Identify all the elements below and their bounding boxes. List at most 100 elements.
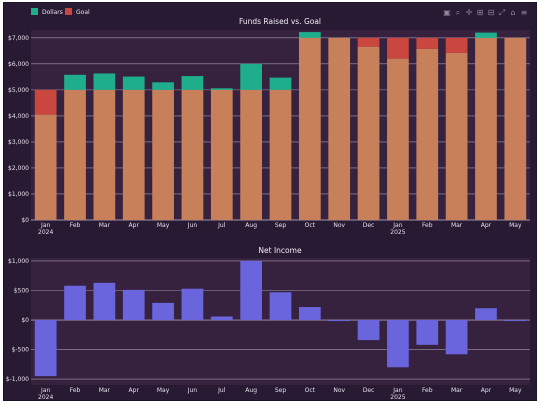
top-bar-overlap-7[interactable] [240,89,263,221]
top-bar-overlap-11[interactable] [357,46,380,221]
legend[interactable]: Dollars Goal [31,8,90,16]
top-bar-goal-shortfall-12[interactable] [387,37,409,59]
top-xtick-9: Oct [305,222,316,229]
bottom-xtick-6: Jul [217,387,226,394]
income-bar-5[interactable] [181,288,204,321]
plotly-logo-icon[interactable]: ≡ [521,8,528,17]
income-bar-15[interactable] [475,308,497,321]
bottom-xtick-12: Jan [392,387,402,394]
income-bar-1[interactable] [64,285,86,321]
pan-icon[interactable]: ✛ [466,8,473,17]
income-bar-9[interactable] [298,307,321,321]
top-ytick-0: $0 [21,217,29,224]
income-bar-8[interactable] [269,292,292,321]
top-xtick-5: Jun [187,222,198,229]
chart-container: Dollars Goal ▣ ⌕ ✛ ⊞ ⊟ ⤢ ⌂ ≡ Funds Raised vs. G… [3,2,537,401]
income-bar-16[interactable] [504,320,527,322]
top-bar-goal-shortfall-14[interactable] [445,37,468,53]
bottom-xtick-11: Dec [363,387,375,394]
top-ytick-1: $1,000 [8,191,29,198]
top-bar-overlap-5[interactable] [181,89,204,221]
income-bar-4[interactable] [152,302,174,321]
top-bar-goal-shortfall-13[interactable] [416,37,439,49]
top-bar-overlap-14[interactable] [445,52,468,220]
top-bar-overlap-1[interactable] [64,89,86,221]
income-bar-13[interactable] [416,320,439,345]
legend-label-dollars[interactable]: Dollars [42,9,63,16]
income-bar-2[interactable] [93,282,116,321]
top-bar-overlap-4[interactable] [152,89,174,221]
bottom-xtick-16: May [509,387,522,394]
camera-icon[interactable]: ▣ [443,8,451,17]
top-bar-goal-shortfall-0[interactable] [34,89,57,115]
bottom-ytick-3: $500 [14,287,29,294]
bottom-xtick-3: Apr [129,387,140,394]
top-bar-overlap-13[interactable] [416,48,439,220]
income-bar-10[interactable] [328,320,351,322]
top-bar-overlap-2[interactable] [93,89,116,221]
top-xtick-2: Mar [99,222,111,229]
zoom-out-icon[interactable]: ⊟ [488,8,495,17]
top-xtick-16: May [509,222,522,229]
bottom-xtick-14: Mar [451,387,463,394]
zoom-in-icon[interactable]: ⊞ [477,8,484,17]
bottom-ytick-4: $1,000 [8,258,29,265]
bottom-xtick-9: Oct [305,387,316,394]
top-bar-dollars-excess-1[interactable] [64,74,86,90]
top-xtick-8: Sep [275,222,287,229]
top-bar-overlap-8[interactable] [269,89,292,221]
income-bar-6[interactable] [210,316,233,321]
autoscale-icon[interactable]: ⤢ [498,8,505,17]
income-bar-11[interactable] [357,320,380,341]
bottom-xtick-7: Aug [245,387,257,394]
top-bar-overlap-6[interactable] [210,89,233,221]
top-bar-dollars-excess-15[interactable] [475,32,497,38]
top-bar-dollars-excess-2[interactable] [93,73,116,90]
top-xtick-1: Feb [70,222,81,229]
bottom-xtick-10: Nov [333,387,345,394]
zoom-icon[interactable]: ⌕ [456,8,460,17]
income-bar-7[interactable] [240,260,263,321]
top-bar-overlap-9[interactable] [298,37,321,220]
top-bar-overlap-0[interactable] [34,114,57,220]
reset-axes-icon[interactable]: ⌂ [510,8,515,17]
income-bar-3[interactable] [122,289,145,321]
top-xtick-4: May [157,222,170,229]
bottom-ytick-2: $0 [21,317,29,324]
top-ytick-3: $3,000 [8,139,29,146]
legend-swatch-dollars[interactable] [31,8,38,15]
legend-swatch-goal[interactable] [65,8,72,15]
top-ytick-7: $7,000 [8,35,29,42]
top-bar-overlap-3[interactable] [122,89,145,221]
bottom-chart-title: Net Income [258,246,302,255]
income-bar-12[interactable] [387,320,409,368]
bottom-ytick-0: $-1,000 [6,376,29,383]
top-bar-overlap-15[interactable] [475,37,497,220]
modebar[interactable]: ▣ ⌕ ✛ ⊞ ⊟ ⤢ ⌂ ≡ [443,8,527,17]
top-bar-dollars-excess-7[interactable] [240,63,263,90]
income-bar-0[interactable] [34,320,57,377]
top-chart-title: Funds Raised vs. Goal [239,17,321,26]
top-bar-overlap-12[interactable] [387,58,409,220]
top-bar-dollars-excess-9[interactable] [298,32,321,38]
top-bar-dollars-excess-8[interactable] [269,77,292,90]
income-bar-14[interactable] [445,320,468,355]
legend-label-goal[interactable]: Goal [76,9,90,16]
top-bar-dollars-excess-6[interactable] [210,88,233,90]
chart-canvas: Dollars Goal ▣ ⌕ ✛ ⊞ ⊟ ⤢ ⌂ ≡ Funds Raised vs. G… [6,8,530,401]
top-bar-goal-shortfall-11[interactable] [357,37,380,47]
top-xtick-7: Aug [245,222,257,229]
bottom-xtick-0: Jan [40,387,50,394]
top-xtick-11: Dec [363,222,375,229]
top-xtick-3: Apr [129,222,140,229]
bottom-xtick-4: May [157,387,170,394]
top-bar-overlap-16[interactable] [504,37,527,220]
top-ytick-5: $5,000 [8,87,29,94]
top-bar-overlap-10[interactable] [328,37,351,220]
top-bar-dollars-excess-4[interactable] [152,82,174,90]
top-xtick-15: Apr [481,222,492,229]
top-bar-dollars-excess-3[interactable] [122,76,145,90]
top-ytick-4: $4,000 [8,113,29,120]
top-bar-dollars-excess-5[interactable] [181,76,204,90]
